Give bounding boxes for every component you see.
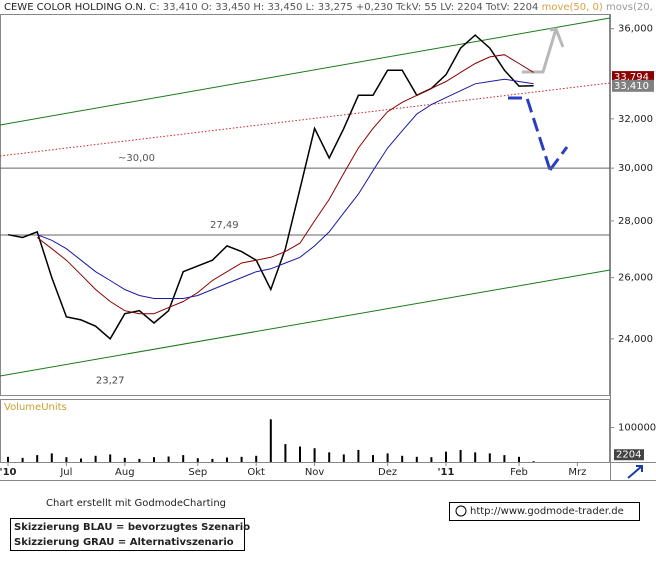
volume-bar — [518, 456, 520, 462]
x-tick-label: Mrz — [568, 467, 586, 478]
volume-bar — [182, 455, 185, 462]
note-gray: Skizzierung GRAU = Alternativszenario — [14, 537, 234, 548]
y-tick-label: 24,000 — [618, 334, 653, 345]
blue-scenario — [508, 96, 569, 171]
volume-bar — [80, 458, 82, 462]
volume-bar — [65, 457, 68, 462]
level-label: 27,49 — [210, 220, 239, 231]
volume-bar — [372, 455, 374, 462]
price-badge-label: 33,794 — [614, 72, 649, 83]
legend-movs: movs(20, 0) — [606, 2, 656, 13]
moving-average — [37, 78, 534, 299]
x-tick-label: Feb — [510, 467, 528, 478]
volume-bar — [226, 457, 228, 462]
y-tick-label: 26,000 — [618, 273, 653, 284]
x-tick-label: Aug — [115, 467, 135, 478]
volume-badge — [614, 449, 644, 461]
channel-upper — [0, 17, 611, 126]
volume-bar — [313, 448, 316, 462]
moving-average — [36, 54, 534, 315]
volume-bar — [50, 453, 53, 462]
note-blue: Skizzierung BLAU = bevorzugtes Szenario — [14, 522, 250, 533]
header-quote: C: 33,410 O: 33,450 H: 33,450 L: 33,275 … — [149, 2, 538, 13]
volume-bar — [357, 449, 360, 462]
x-tick-label: Nov — [305, 467, 325, 478]
volume-bar — [342, 454, 345, 462]
volume-badge-label: 2204 — [616, 450, 641, 461]
volume-bar — [430, 457, 433, 462]
volume-bar — [153, 457, 155, 462]
volume-bar — [328, 452, 331, 462]
volume-bar — [269, 419, 272, 462]
channel-lower — [0, 269, 611, 377]
volume-bar — [94, 455, 97, 462]
legend-move: move(50, 0) — [542, 2, 603, 13]
x-tick-label: Jul — [59, 467, 72, 478]
x-tick-label: Okt — [247, 467, 265, 478]
level-label: ~30,00 — [118, 153, 155, 164]
y-tick-label: 36,000 — [618, 24, 653, 35]
volume-bar — [196, 458, 199, 462]
copyright-icon — [455, 505, 467, 517]
volume-bar — [532, 461, 535, 462]
volume-bar — [474, 452, 477, 462]
volume-bar — [167, 456, 170, 462]
volume-bar — [36, 455, 39, 462]
volume-bar — [255, 455, 258, 462]
volume-bar — [488, 453, 491, 462]
volume-bar — [386, 453, 389, 462]
volume-bar — [459, 449, 462, 462]
corner-icon — [627, 465, 643, 479]
volume-bar — [7, 456, 9, 462]
price-badge — [612, 79, 654, 92]
note-box — [10, 518, 245, 551]
volume-bar — [21, 457, 24, 462]
volume-bar — [503, 455, 506, 462]
volume-bar — [240, 456, 243, 462]
gray-scenario — [522, 27, 565, 74]
y-tick-label: 30,000 — [618, 163, 653, 174]
volume-label: VolumeUnits — [4, 402, 67, 413]
volume-bar — [401, 455, 404, 462]
url-box — [449, 502, 640, 521]
low-label: 23,27 — [96, 375, 125, 386]
volume-bar — [415, 456, 418, 462]
volume-bar — [211, 458, 214, 462]
y-tick-label: 28,000 — [618, 216, 653, 227]
x-tick-label: '11 — [438, 467, 455, 478]
x-tick-label: Sep — [188, 467, 207, 478]
x-tick-label: '10 — [0, 467, 17, 478]
price-frame — [0, 14, 610, 396]
price-line — [7, 34, 534, 340]
volume-bar — [445, 451, 447, 462]
y-tick-label: 32,000 — [618, 114, 653, 125]
x-tick-label: Dez — [378, 467, 397, 478]
volume-tick-label: 100000 — [618, 423, 656, 434]
url: http://www.godmode-trader.de — [470, 506, 624, 517]
credit: Chart erstellt mit GodmodeCharting — [46, 498, 226, 509]
price-badge-label: 33,410 — [614, 81, 649, 92]
volume-bar — [109, 454, 112, 462]
volume-bar — [123, 457, 126, 462]
volume-bar — [138, 458, 141, 462]
channel-middle — [0, 82, 611, 157]
volume-bar — [299, 446, 301, 462]
header-title: CEWE COLOR HOLDING O.N. — [4, 2, 146, 13]
volume-bar — [284, 444, 287, 462]
header: CEWE COLOR HOLDING O.N. C: 33,410 O: 33,… — [4, 2, 656, 13]
